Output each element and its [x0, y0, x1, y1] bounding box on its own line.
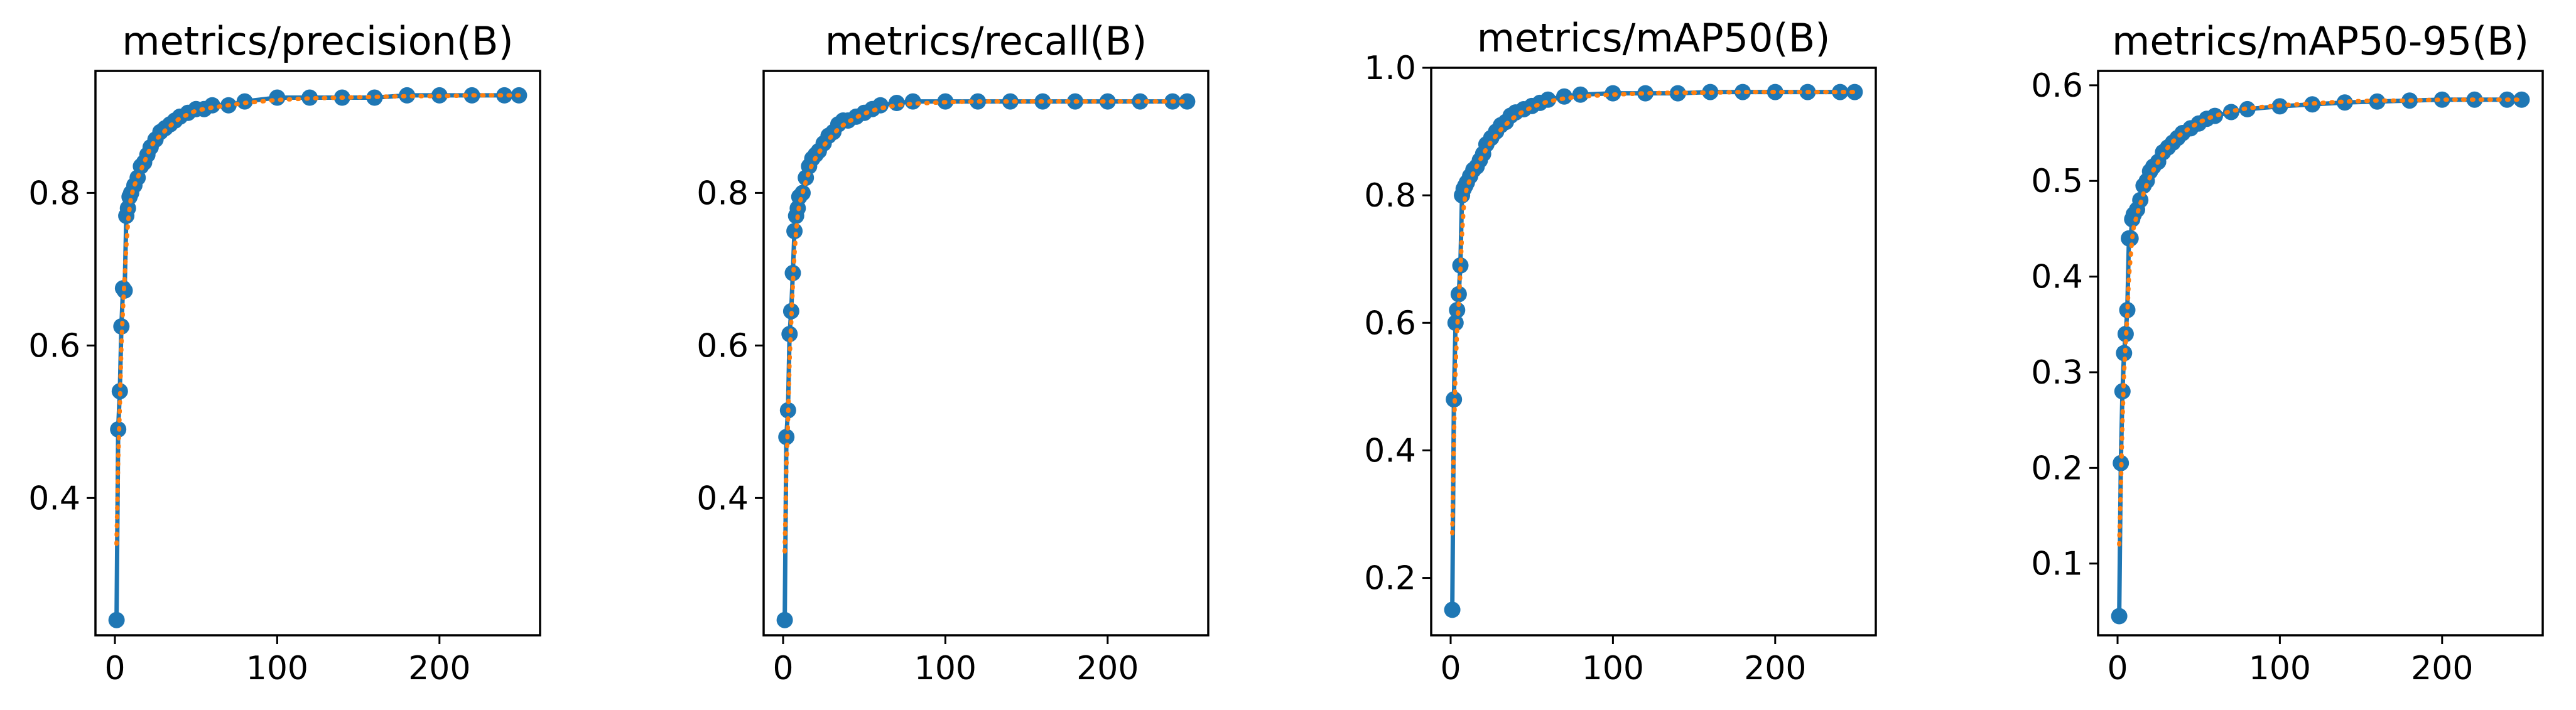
y-tick-label: 0.2 [1364, 560, 1416, 598]
chart-title: metrics/recall(B) [825, 18, 1147, 64]
x-tick-label: 200 [408, 650, 470, 687]
data-point [1444, 601, 1461, 618]
y-tick-label: 0.6 [1364, 304, 1416, 342]
smooth-line [2117, 97, 2524, 547]
series-line [782, 99, 1188, 620]
x-tick-label: 200 [1076, 650, 1139, 687]
x-tick-label: 0 [772, 650, 793, 687]
axes-frame [1430, 67, 1877, 637]
y-tick-label: 0.6 [28, 327, 80, 365]
y-tick-label: 0.4 [1364, 432, 1416, 470]
data-point [1637, 85, 1654, 102]
data-point [2513, 91, 2530, 108]
y-tick-label: 0.3 [2031, 354, 2083, 392]
data-point [1179, 93, 1196, 110]
data-point [2111, 608, 2128, 625]
y-tick-label: 0.4 [28, 480, 80, 517]
x-tick-label: 100 [914, 650, 977, 687]
data-point [1002, 93, 1019, 110]
y-tick-label: 0.8 [696, 175, 749, 212]
y-tick-label: 0.4 [2031, 259, 2083, 296]
x-tick-label: 0 [1440, 650, 1461, 687]
data-point [2433, 91, 2450, 108]
smooth-line [114, 93, 521, 546]
data-point [204, 97, 220, 114]
data-point [2207, 107, 2223, 124]
smooth-line [1450, 90, 1857, 535]
series-line [114, 93, 519, 620]
data-point [1099, 93, 1116, 110]
data-point [2222, 104, 2239, 121]
data-point [2336, 94, 2353, 111]
data-point [1449, 302, 1466, 318]
chart-title: metrics/mAP50(B) [1477, 15, 1831, 61]
data-point [784, 264, 801, 281]
smooth-line [782, 99, 1189, 554]
data-point [776, 611, 793, 628]
axes-frame [2097, 70, 2544, 637]
chart-panel-3: metrics/mAP50(B) 0 100 200 0.2 0.4 0.6 0.8 1.0 [1364, 15, 1877, 687]
data-point [496, 87, 513, 104]
y-tick-label: 0.4 [696, 480, 749, 517]
data-point [1734, 83, 1751, 100]
chart-title: metrics/precision(B) [122, 18, 513, 64]
data-point [781, 326, 798, 343]
axes-frame [762, 70, 1210, 637]
x-tick-label: 100 [246, 650, 308, 687]
x-tick-label: 200 [2411, 650, 2473, 687]
x-tick-label: 0 [104, 650, 125, 687]
y-tick-label: 0.8 [1364, 177, 1416, 215]
y-tick-label: 0.5 [2031, 163, 2083, 200]
x-tick-label: 0 [2107, 650, 2128, 687]
x-tick-label: 100 [1582, 650, 1644, 687]
data-point [2114, 383, 2131, 400]
y-tick-label: 1.0 [1364, 50, 1416, 87]
data-point [1556, 88, 1572, 105]
chart-panel-4: metrics/mAP50-95(B) 0 100 200 0.1 0.2 0.3 0.4 0.… [2031, 18, 2544, 687]
axes-frame [94, 70, 541, 637]
data-point [108, 611, 125, 628]
y-tick-label: 0.8 [28, 175, 80, 212]
chart-panel-1: metrics/precision(B) 0 100 200 0.4 0.6 0.8 [28, 18, 541, 687]
data-point [2239, 100, 2256, 117]
data-point [2119, 301, 2136, 318]
x-tick-label: 200 [1744, 650, 1806, 687]
data-point [113, 318, 130, 335]
data-point [366, 89, 383, 106]
data-point [269, 89, 286, 106]
data-point [2116, 345, 2133, 362]
data-point [1832, 83, 1849, 100]
series-line [1450, 90, 1855, 610]
data-point [399, 87, 416, 104]
y-tick-label: 0.2 [2031, 449, 2083, 487]
y-tick-label: 0.1 [2031, 546, 2083, 583]
chart-panel-2: metrics/recall(B) 0 100 200 0.4 0.6 0.8 [696, 18, 1210, 687]
data-point [1452, 257, 1469, 274]
series-line [2117, 97, 2522, 616]
y-tick-label: 0.6 [2031, 67, 2083, 105]
y-tick-label: 0.6 [696, 327, 749, 365]
x-tick-label: 100 [2249, 650, 2311, 687]
chart-title: metrics/mAP50-95(B) [2112, 18, 2529, 64]
